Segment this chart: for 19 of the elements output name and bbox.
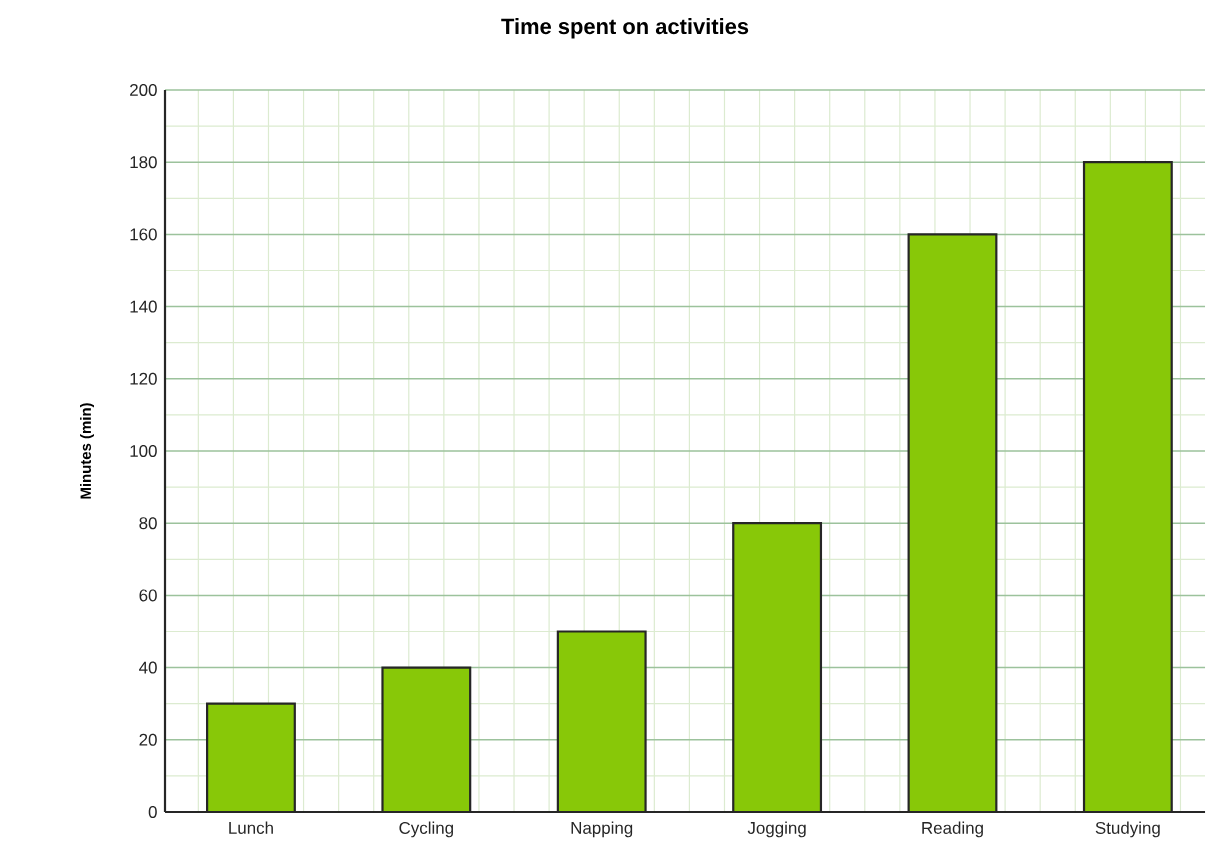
x-tick-label: Reading [922, 821, 983, 838]
x-tick-label: Cycling [399, 821, 453, 838]
x-tick-label: Jogging [747, 821, 806, 838]
y-tick-label: 120 [130, 372, 157, 385]
y-tick-label: 180 [130, 156, 157, 169]
x-tick-label: Lunch [229, 821, 273, 834]
y-tick-label: 80 [139, 517, 157, 530]
y-axis-title: Minutes (min) [80, 403, 94, 499]
y-tick-label: 40 [139, 661, 157, 674]
y-tick-label: 20 [139, 733, 157, 746]
y-tick-label: 160 [130, 228, 157, 241]
y-tick-label: 60 [139, 589, 157, 602]
y-tick-label: 0 [148, 805, 157, 818]
y-tick-label: 140 [130, 300, 157, 313]
y-tick-label: 200 [130, 83, 157, 96]
x-tick-label: Studying [1095, 821, 1160, 838]
y-tick-label: 100 [130, 444, 157, 457]
x-tick-label: Napping [571, 821, 633, 838]
chart-title: Time spent on activities [501, 18, 749, 39]
